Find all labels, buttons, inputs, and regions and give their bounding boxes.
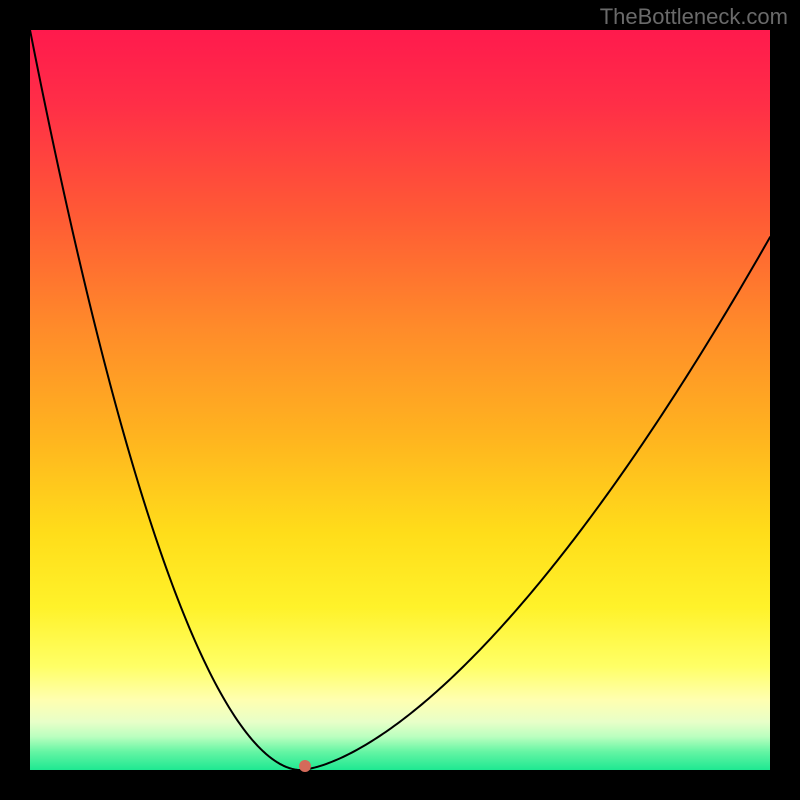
plot-area — [30, 30, 770, 770]
optimal-point-marker — [299, 760, 311, 772]
watermark-text: TheBottleneck.com — [600, 4, 788, 30]
chart-frame: TheBottleneck.com — [0, 0, 800, 800]
bottleneck-curve — [30, 30, 770, 770]
